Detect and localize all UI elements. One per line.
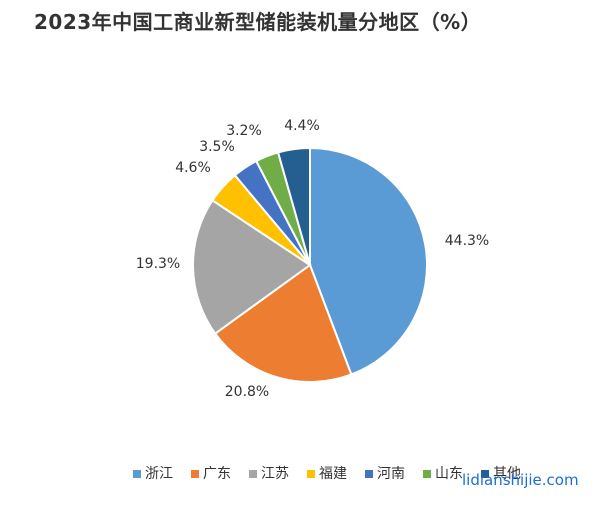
legend-item: 广东: [191, 466, 231, 482]
legend-label: 福建: [319, 466, 347, 482]
watermark-url: lidianshijie.com: [462, 471, 579, 489]
data-label: 20.8%: [225, 384, 269, 400]
legend-item: 山东: [423, 466, 463, 482]
legend-item: 江苏: [249, 466, 289, 482]
data-label: 3.2%: [226, 123, 262, 139]
data-label: 44.3%: [445, 233, 489, 249]
legend-item: 福建: [307, 466, 347, 482]
legend-swatch: [133, 470, 141, 478]
legend-swatch: [365, 470, 373, 478]
pie-slice: [213, 263, 353, 383]
legend-label: 浙江: [145, 466, 173, 482]
legend-item: 浙江: [133, 466, 173, 482]
legend-label: 其他: [493, 466, 521, 482]
legend-item: 其他: [481, 466, 521, 482]
legend-label: 河南: [377, 466, 405, 482]
legend-item: 河南: [365, 466, 405, 482]
legend-label: 广东: [203, 466, 231, 482]
pie-slice: [309, 146, 428, 376]
data-label: 4.4%: [284, 118, 320, 134]
legend-swatch: [423, 470, 431, 478]
pie-slice: [192, 198, 312, 335]
chart-title: 2023年中国工商业新型储能装机量分地区（%）: [34, 10, 482, 34]
legend-swatch: [249, 470, 257, 478]
legend-swatch: [481, 470, 489, 478]
data-label: 3.5%: [199, 139, 235, 155]
data-label: 19.3%: [136, 256, 180, 272]
legend-label: 江苏: [261, 466, 289, 482]
legend-swatch: [307, 470, 315, 478]
pie-slice: [276, 146, 311, 266]
legend-swatch: [191, 470, 199, 478]
legend-label: 山东: [435, 466, 463, 482]
data-label: 4.6%: [175, 160, 211, 176]
